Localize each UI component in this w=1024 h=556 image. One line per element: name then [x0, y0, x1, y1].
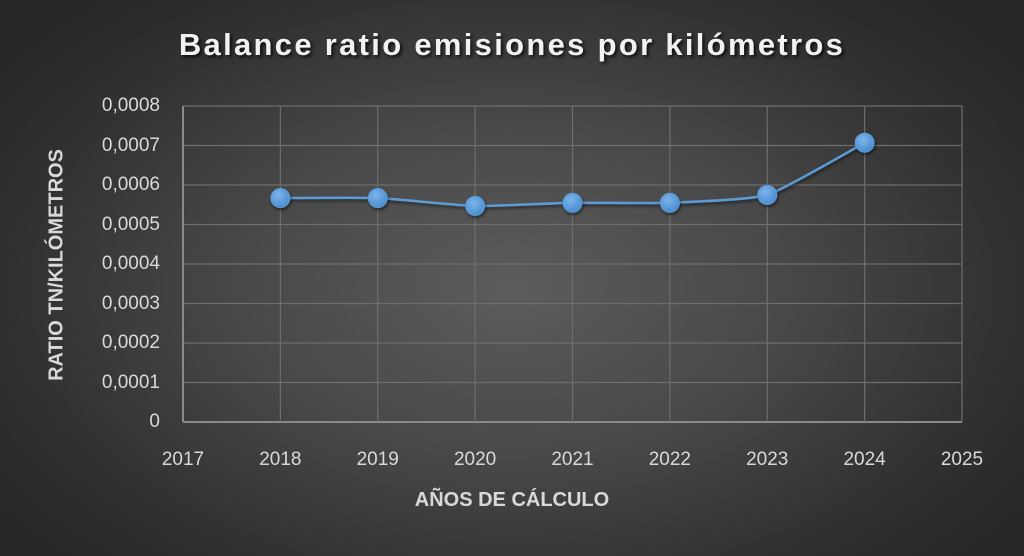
- data-point-marker: [562, 192, 583, 213]
- y-tick-label: 0,0002: [101, 332, 160, 353]
- y-axis-title: RATIO TN/KILÓMETROS: [45, 149, 68, 381]
- x-tick-label: 2022: [648, 449, 692, 470]
- data-series: [270, 132, 875, 216]
- y-tick-label: 0,0006: [101, 174, 160, 195]
- chart-title: Balance ratio emisiones por kilómetros: [178, 27, 846, 62]
- y-axis-ticks: 0 0,0001 0,0002 0,0003 0,0004 0,0005 0,0006 0,0…: [60, 0, 160, 556]
- y-tick-label: 0,0001: [101, 371, 160, 393]
- y-tick-label: 0,0008: [101, 95, 160, 116]
- x-tick-label: 2020: [453, 449, 497, 470]
- x-tick-label: 2017: [161, 449, 205, 470]
- x-axis-title: AÑOS DE CÁLCULO: [414, 489, 610, 511]
- data-point-marker: [757, 184, 778, 205]
- data-point-marker: [270, 188, 291, 209]
- x-tick-label: 2018: [259, 449, 302, 470]
- data-point-marker: [659, 192, 680, 213]
- x-tick-label: 2025: [940, 449, 984, 470]
- y-tick-label: 0,0005: [101, 213, 160, 235]
- x-tick-label: 2024: [843, 449, 886, 470]
- x-tick-label: 2023: [746, 449, 789, 470]
- data-point-marker: [465, 195, 486, 216]
- y-tick-label: 0,0003: [101, 292, 160, 314]
- data-point-marker: [854, 132, 875, 153]
- y-tick-label: 0,0007: [101, 134, 160, 156]
- y-tick-label: 0: [149, 411, 160, 432]
- x-tick-label: 2021: [551, 449, 594, 470]
- y-tick-label: 0,0004: [101, 253, 160, 274]
- x-tick-label: 2019: [356, 449, 399, 470]
- gridlines: [182, 105, 963, 423]
- data-point-marker: [367, 188, 388, 209]
